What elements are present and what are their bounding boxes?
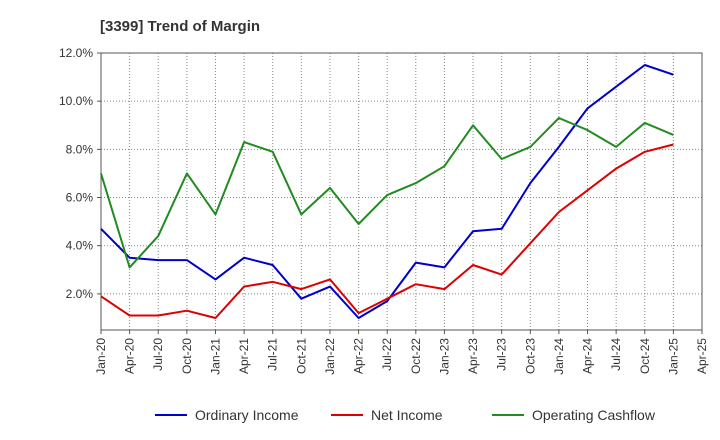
y-tick-label: 2.0% <box>66 287 94 301</box>
series-line-ordinary-income <box>100 64 674 319</box>
series-line-operating-cashflow <box>100 117 674 269</box>
x-tick-label: Jul-21 <box>266 338 280 371</box>
x-tick-label: Jul-24 <box>609 338 623 371</box>
x-tick-label: Apr-25 <box>695 338 709 374</box>
y-tick-label: 4.0% <box>66 239 94 253</box>
legend-label: Net Income <box>371 407 443 423</box>
legend: Ordinary Income Net Income Operating Cashf… <box>155 407 656 423</box>
x-tick-label: Jan-24 <box>552 338 566 375</box>
x-tick-label: Jul-22 <box>380 338 394 371</box>
y-tick-label: 12.0% <box>59 46 93 60</box>
y-tick-label: 10.0% <box>59 94 93 108</box>
chart-title: [3399] Trend of Margin <box>100 18 260 35</box>
x-tick-label: Oct-23 <box>523 338 537 374</box>
x-tick-label: Jan-25 <box>666 338 680 375</box>
x-tick-label: Jan-20 <box>94 338 108 375</box>
x-tick-label: Jul-20 <box>151 338 165 371</box>
legend-label: Ordinary Income <box>195 407 299 423</box>
x-tick-label: Apr-22 <box>352 338 366 374</box>
y-axis: 2.0% 4.0% 6.0% 8.0% 10.0% 12.0% <box>59 46 101 301</box>
y-tick-label: 8.0% <box>66 142 94 156</box>
x-tick-label: Apr-23 <box>466 338 480 374</box>
x-tick-label: Jan-21 <box>208 338 222 375</box>
x-tick-label: Oct-21 <box>294 338 308 374</box>
y-tick-label: 6.0% <box>66 191 94 205</box>
legend-label: Operating Cashflow <box>532 407 656 423</box>
x-tick-label: Jul-23 <box>495 338 509 371</box>
x-tick-label: Apr-21 <box>237 338 251 374</box>
x-tick-label: Apr-20 <box>123 338 137 374</box>
gridlines <box>101 53 702 330</box>
x-tick-label: Oct-22 <box>409 338 423 374</box>
x-axis: Jan-20 Apr-20 Jul-20 Oct-20 Jan-21 Apr-21 Jul-… <box>94 330 709 375</box>
x-tick-label: Jan-23 <box>437 338 451 375</box>
series-line-net-income <box>100 143 674 319</box>
x-tick-label: Oct-20 <box>180 338 194 374</box>
x-tick-label: Apr-24 <box>581 338 595 374</box>
series-lines <box>100 64 674 319</box>
plot-area <box>100 52 703 331</box>
x-tick-label: Oct-24 <box>638 338 652 374</box>
x-tick-label: Jan-22 <box>323 338 337 375</box>
